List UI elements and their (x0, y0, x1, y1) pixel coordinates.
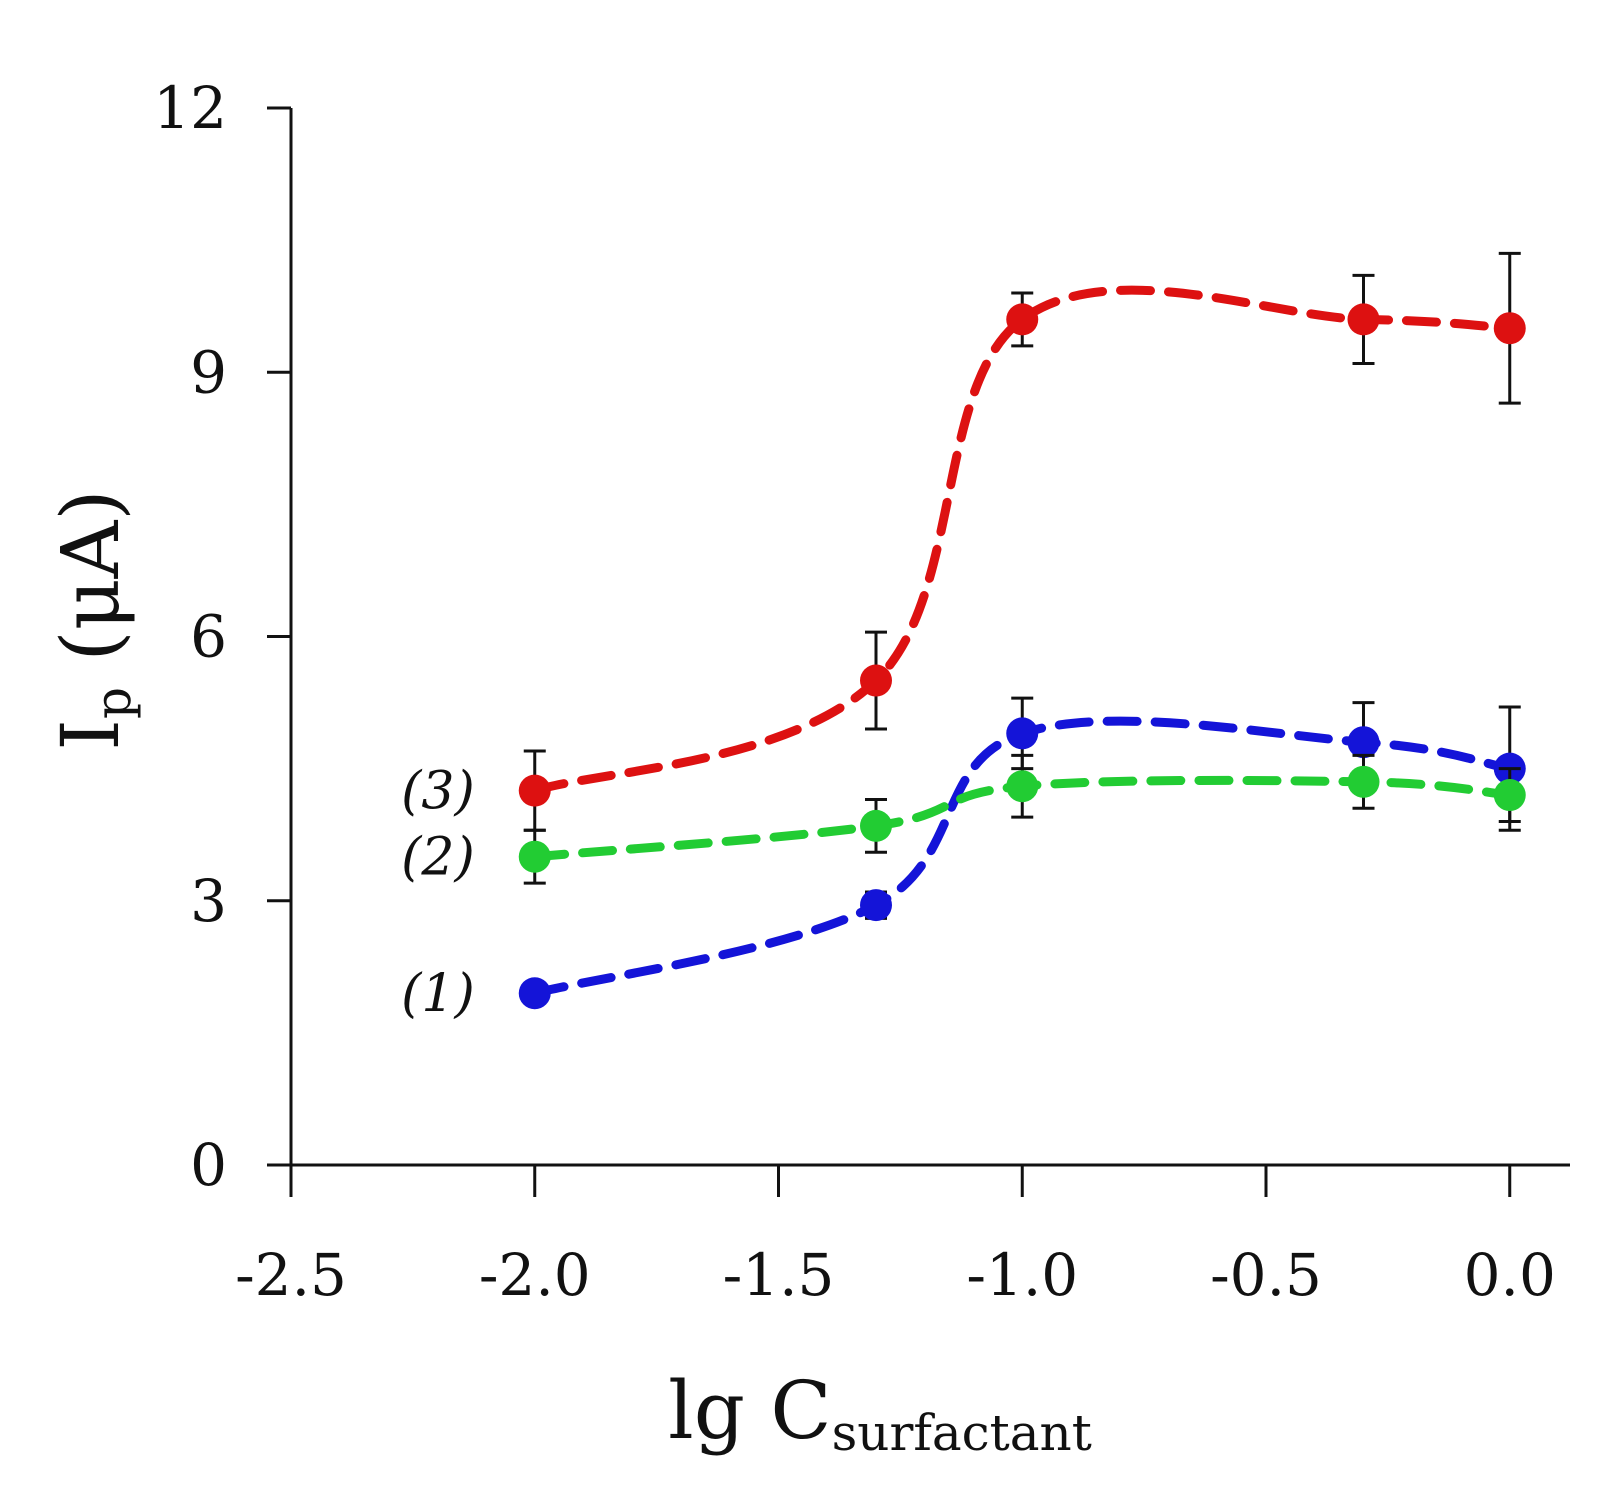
data-point (1347, 726, 1380, 759)
series-label-3: (3) (401, 762, 475, 822)
series-3 (518, 251, 1526, 832)
data-point (1006, 303, 1039, 336)
series-line (530, 716, 1515, 998)
x-tick-label: -2.5 (235, 1241, 347, 1309)
data-point (1006, 717, 1039, 750)
x-tick-label: -2.0 (479, 1241, 591, 1309)
x-axis-title: lg Csurfactant (668, 1364, 1092, 1462)
y-tick-label: 3 (190, 867, 227, 935)
y-tick-label: 9 (190, 338, 227, 406)
data-point (1347, 303, 1380, 336)
data-point (1493, 779, 1526, 812)
data-point (1006, 770, 1039, 803)
data-point (860, 809, 892, 842)
data-point (518, 774, 551, 807)
x-tick-label: -0.5 (1210, 1241, 1322, 1309)
ticks: -2.5 -2.0 -1.5 -1.0 -0.5 0.0 0 3 6 9 12 (153, 74, 1556, 1309)
y-tick-label: 6 (190, 603, 227, 671)
data-point (518, 977, 551, 1010)
axes (289, 108, 1570, 1167)
series-label-1: (1) (401, 964, 475, 1024)
data-point (1347, 765, 1380, 798)
data-point (860, 889, 892, 922)
y-tick-label: 0 (190, 1131, 227, 1199)
y-tick-label: 12 (153, 74, 227, 142)
y-axis-title: Ip (μA) (44, 489, 142, 750)
x-tick-label: 0.0 (1464, 1241, 1556, 1309)
data-point (1493, 312, 1526, 345)
x-tick-label: -1.5 (723, 1241, 835, 1309)
data-point (518, 840, 551, 873)
series-2 (518, 753, 1526, 885)
data-point (860, 664, 892, 697)
series-1 (518, 696, 1526, 1010)
series-layer (518, 251, 1526, 1010)
x-tick-label: -1.0 (966, 1241, 1078, 1309)
series-label-2: (2) (401, 828, 475, 888)
labels: (1) (2)(3) (401, 762, 475, 1025)
